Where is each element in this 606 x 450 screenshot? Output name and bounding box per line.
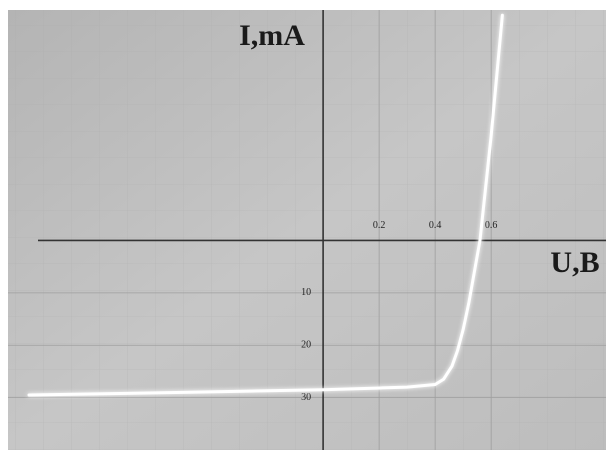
y-axis-title: I,mA — [239, 19, 305, 52]
y-tick-label: 10 — [301, 287, 311, 298]
page: {"chart_data": {"type": "line", "x_label… — [0, 0, 606, 450]
y-tick-label: 30 — [301, 392, 311, 403]
screen-grid — [8, 10, 606, 450]
x-tick-label: 0.2 — [373, 220, 386, 231]
oscilloscope-chart: I,mA U,B 0.2 0.4 0.6 10 20 30 — [0, 0, 606, 450]
y-tick-label: 20 — [301, 340, 311, 351]
x-tick-label: 0.6 — [485, 220, 498, 231]
x-axis-title: U,B — [550, 246, 599, 279]
x-tick-label: 0.4 — [429, 220, 442, 231]
